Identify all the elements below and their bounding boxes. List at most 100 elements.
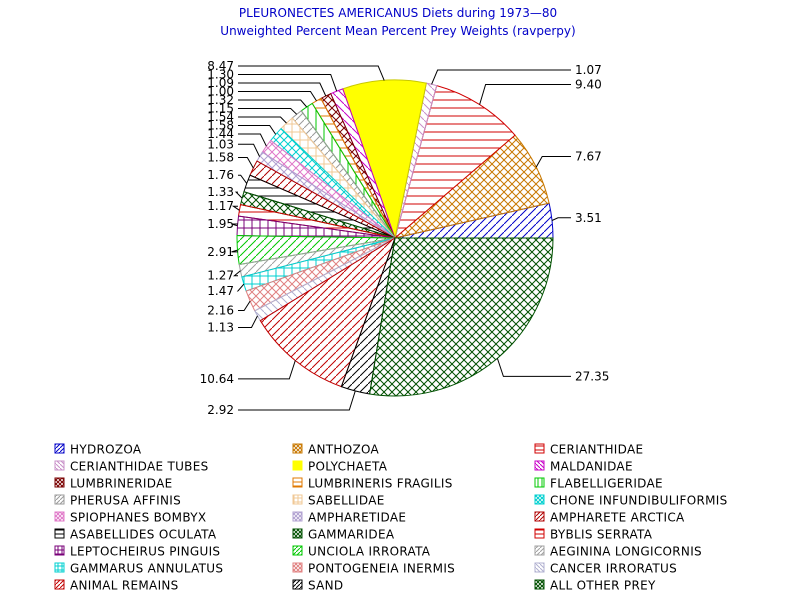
leader-line-maldanidae [238, 74, 338, 92]
value-text-hydrozoa: 3.51 [575, 211, 602, 225]
leader-line-asabellides-oculata [238, 174, 248, 184]
value-text-asabellides-oculata: 1.76 [207, 168, 234, 182]
value-label-cerianthidae-tubes: 1.07 [575, 63, 602, 77]
legend-swatch [54, 494, 65, 505]
leader-line-cancer-irroratus [238, 315, 258, 328]
value-label-sand: 2.92 [207, 403, 234, 417]
legend-label: CERIANTHIDAE [550, 443, 643, 457]
legend-label: CERIANTHIDAE TUBES [70, 460, 209, 474]
leader-line-cerianthidae-tubes [431, 69, 571, 85]
slice-animal-remains [259, 236, 396, 388]
leader-line-flabelligeridae [238, 99, 308, 108]
value-label-leptocheirus-pinguis: 1.95 [207, 217, 234, 231]
value-text-polychaeta: 8.47 [207, 59, 234, 73]
leader-line-all-other-prey [496, 358, 571, 377]
slice-cerianthidae [394, 85, 516, 240]
value-text-lumbrineridae: 1.09 [207, 76, 234, 90]
legend-item-gammaridea: GAMMARIDEA [292, 528, 395, 542]
legend-item-ampharetidae: AMPHARETIDAE [292, 511, 406, 525]
value-label-aeginina-longicornis: 1.27 [207, 269, 234, 283]
legend-swatch [292, 562, 303, 573]
legend-item-byblis-serrata: BYBLIS SERRATA [534, 528, 653, 542]
legend-label: ASABELLIDES OCULATA [70, 528, 217, 542]
leader-line-spiophanes-bombyx [238, 133, 267, 147]
legend-swatch [54, 579, 65, 590]
leader-line-ampharetidae [238, 143, 261, 157]
slice-leader-lines [231, 65, 571, 411]
value-text-animal-remains: 10.64 [200, 372, 234, 386]
leader-line-ampharete-arctica [238, 157, 254, 169]
legend-item-cerianthidae: CERIANTHIDAE [534, 443, 643, 457]
value-label-hydrozoa: 3.51 [575, 211, 602, 225]
legend-item-anthozoa: ANTHOZOA [292, 443, 380, 457]
leader-line-pherusa-affinis [238, 108, 298, 115]
value-text-chone-infundibuliformis: 1.58 [207, 119, 234, 133]
legend-item-hydrozoa: HYDROZOA [54, 443, 142, 457]
value-label-flabelligeridae: 1.32 [207, 93, 234, 107]
legend-label: SPIOPHANES BOMBYX [70, 511, 206, 525]
leader-line-gammarus-annulatus [236, 283, 245, 292]
legend-item-animal-remains: ANIMAL REMAINS [54, 579, 178, 593]
legend-item-leptocheirus-pinguis: LEPTOCHEIRUS PINGUIS [54, 545, 220, 559]
value-text-cancer-irroratus: 1.13 [207, 321, 234, 335]
leader-line-pontogeneia-inermis [238, 300, 251, 311]
value-text-ampharetidae: 1.03 [207, 137, 234, 151]
legend-label: SAND [308, 579, 343, 593]
legend-item-sabellidae: SABELLIDAE [292, 494, 385, 508]
value-text-cerianthidae-tubes: 1.07 [575, 63, 602, 77]
value-text-pontogeneia-inermis: 2.16 [207, 304, 234, 318]
value-label-gammarus-annulatus: 1.47 [207, 284, 234, 298]
legend-item-aeginina-longicornis: AEGININA LONGICORNIS [534, 545, 702, 559]
legend-label: CHONE INFUNDIBULIFORMIS [550, 494, 728, 508]
legend-label: BYBLIS SERRATA [550, 528, 653, 542]
value-text-unciola-irrorata: 2.91 [207, 245, 234, 259]
value-label-spiophanes-bombyx: 1.44 [207, 127, 234, 141]
legend-label: FLABELLIGERIDAE [550, 477, 663, 491]
legend-label: SABELLIDAE [308, 494, 385, 508]
value-label-polychaeta: 8.47 [207, 59, 234, 73]
legend-item-pherusa-affinis: PHERUSA AFFINIS [54, 494, 181, 508]
leader-line-chone-infundibuliformis [238, 125, 277, 135]
legend-swatch [292, 528, 303, 539]
legend-label: AMPHARETE ARCTICA [550, 511, 685, 525]
legend-item-ampharete-arctica: AMPHARETE ARCTICA [534, 511, 685, 525]
leader-line-leptocheirus-pinguis [231, 223, 238, 227]
legend-swatch [534, 443, 545, 454]
legend-label: PHERUSA AFFINIS [70, 494, 181, 508]
value-text-sand: 2.92 [207, 403, 234, 417]
leader-line-sabellidae [238, 116, 287, 124]
legend-label: PONTOGENEIA INERMIS [308, 562, 455, 576]
value-text-byblis-serrata: 1.17 [207, 199, 234, 213]
legend-swatch [534, 477, 545, 488]
value-label-anthozoa: 7.67 [575, 150, 602, 164]
value-label-pherusa-affinis: 1.15 [207, 102, 234, 116]
pie-slices [236, 79, 554, 397]
value-label-cancer-irroratus: 1.13 [207, 321, 234, 335]
value-label-lumbrineris-fragilis: 1.00 [207, 85, 234, 99]
chart-subtitle: Unweighted Percent Mean Percent Prey Wei… [220, 24, 575, 38]
value-text-aeginina-longicornis: 1.27 [207, 269, 234, 283]
value-text-cerianthidae: 9.40 [575, 78, 602, 92]
legend-swatch [54, 545, 65, 556]
legend-label: MALDANIDAE [550, 460, 633, 474]
legend-swatch [292, 460, 303, 471]
value-label-chone-infundibuliformis: 1.58 [207, 119, 234, 133]
value-label-sabellidae: 1.54 [207, 110, 234, 124]
legend-label: ANTHOZOA [308, 443, 380, 457]
legend-swatch [534, 562, 545, 573]
legend-item-spiophanes-bombyx: SPIOPHANES BOMBYX [54, 511, 206, 525]
value-label-unciola-irrorata: 2.91 [207, 245, 234, 259]
value-text-lumbrineris-fragilis: 1.00 [207, 85, 234, 99]
legend-item-unciola-irrorata: UNCIOLA IRRORATA [292, 545, 430, 559]
value-label-all-other-prey: 27.35 [575, 369, 609, 383]
value-label-cerianthidae: 9.40 [575, 78, 602, 92]
legend-swatch [534, 579, 545, 590]
value-text-leptocheirus-pinguis: 1.95 [207, 217, 234, 231]
legend-swatch [292, 443, 303, 454]
legend-item-polychaeta: POLYCHAETA [292, 460, 387, 474]
value-text-flabelligeridae: 1.32 [207, 93, 234, 107]
legend-swatch [54, 562, 65, 573]
leader-line-gammaridea [234, 191, 243, 199]
value-label-ampharete-arctica: 1.58 [207, 151, 234, 165]
legend: HYDROZOA ANTHOZOA CERIANTHIDAE CERIANTHIDAE… [54, 443, 728, 593]
